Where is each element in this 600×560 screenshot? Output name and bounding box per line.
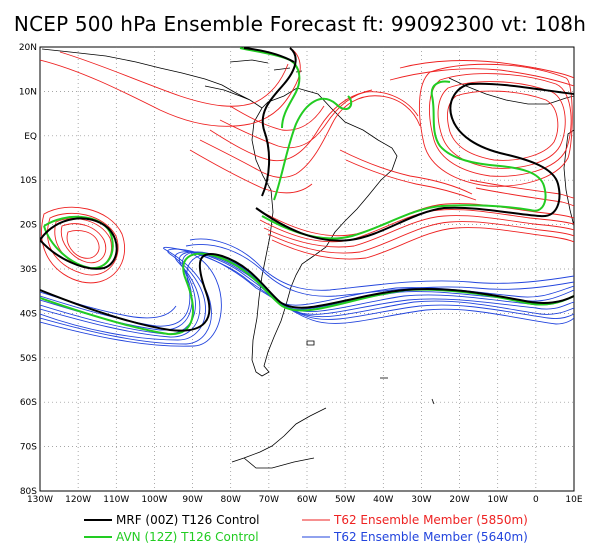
legend-label-mrf: MRF (00Z) T126 Control [116, 513, 260, 527]
mrf-control-contours [40, 47, 574, 332]
lon-tick-label: 10E [565, 495, 582, 505]
lat-tick-label: 10N [19, 87, 37, 97]
lon-tick-label: 20W [449, 495, 469, 505]
lon-tick-label: 70W [259, 495, 279, 505]
falkland-islands [306, 340, 315, 346]
coastlines [41, 48, 574, 469]
lat-tick-label: 20S [20, 221, 37, 231]
lat-tick-label: 30S [20, 265, 37, 275]
lat-tick-label: 60S [20, 398, 37, 408]
lon-tick-label: 50W [335, 495, 355, 505]
lon-tick-label: 80W [221, 495, 241, 505]
legend-item-avn: AVN (12Z) T126 Control [116, 529, 259, 545]
lon-tick-label: 110W [103, 495, 129, 505]
lon-tick-label: 100W [141, 495, 167, 505]
map-grid [40, 47, 574, 491]
lon-tick-label: 0 [533, 495, 539, 505]
legend-item-blue: T62 Ensemble Member (5640m) [334, 529, 528, 545]
lat-tick-label: 20N [19, 43, 37, 53]
lon-tick-label: 130W [27, 495, 53, 505]
lon-tick-label: 40W [373, 495, 393, 505]
lon-tick-label: 120W [65, 495, 91, 505]
legend-item-mrf: MRF (00Z) T126 Control [116, 512, 260, 528]
red-ensemble-contours [40, 47, 574, 284]
lat-tick-label: 80S [20, 487, 37, 497]
legend-label-avn: AVN (12Z) T126 Control [116, 530, 259, 544]
lat-tick-label: 50S [20, 354, 37, 364]
lat-tick-label: 40S [20, 309, 37, 319]
africa-coast [448, 77, 574, 227]
lat-tick-label: 10S [20, 176, 37, 186]
lon-tick-label: 10W [488, 495, 508, 505]
antarctic-peninsula [231, 407, 327, 469]
lon-tick-label: 60W [297, 495, 317, 505]
legend-item-red: T62 Ensemble Member (5850m) [334, 512, 528, 528]
south-america-coast [251, 87, 398, 377]
latitude-labels: 20N 10N EQ 10S 20S 30S 40S 50S 60S 70S 80S [19, 43, 37, 497]
lon-tick-label: 90W [182, 495, 202, 505]
chart-title: NCEP 500 hPa Ensemble Forecast ft: 99092… [13, 12, 587, 36]
lat-tick-label: EQ [24, 132, 37, 142]
longitude-labels: 130W 120W 110W 100W 90W 80W 70W 60W 50W 40W 30W 20W… [27, 495, 583, 505]
legend-label-red: T62 Ensemble Member (5850m) [334, 513, 528, 527]
lon-tick-label: 30W [411, 495, 431, 505]
south-sandwich [431, 398, 435, 405]
central-america-coast [41, 48, 263, 109]
legend-label-blue: T62 Ensemble Member (5640m) [334, 530, 528, 544]
lat-tick-label: 70S [20, 443, 37, 453]
